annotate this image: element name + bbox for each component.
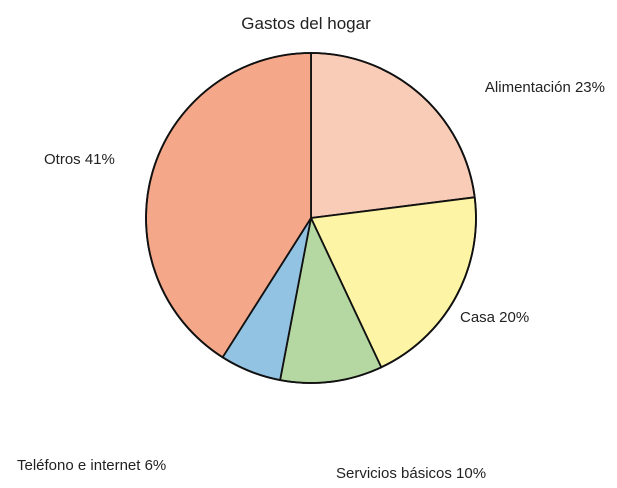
- chart-title: Gastos del hogar: [241, 14, 371, 33]
- slice-label-casa: Casa 20%: [460, 309, 529, 326]
- pie-slice-alimentacion: [310, 52, 476, 219]
- pie-outline: [145, 52, 477, 384]
- slice-label-telefono-internet: Teléfono e internet 6%: [17, 457, 166, 474]
- slice-label-servicios-basicos: Servicios básicos 10%: [336, 465, 486, 482]
- slice-label-otros: Otros 41%: [44, 151, 115, 168]
- pie-slices: [145, 52, 477, 384]
- slice-label-alimentacion: Alimentación 23%: [485, 79, 605, 96]
